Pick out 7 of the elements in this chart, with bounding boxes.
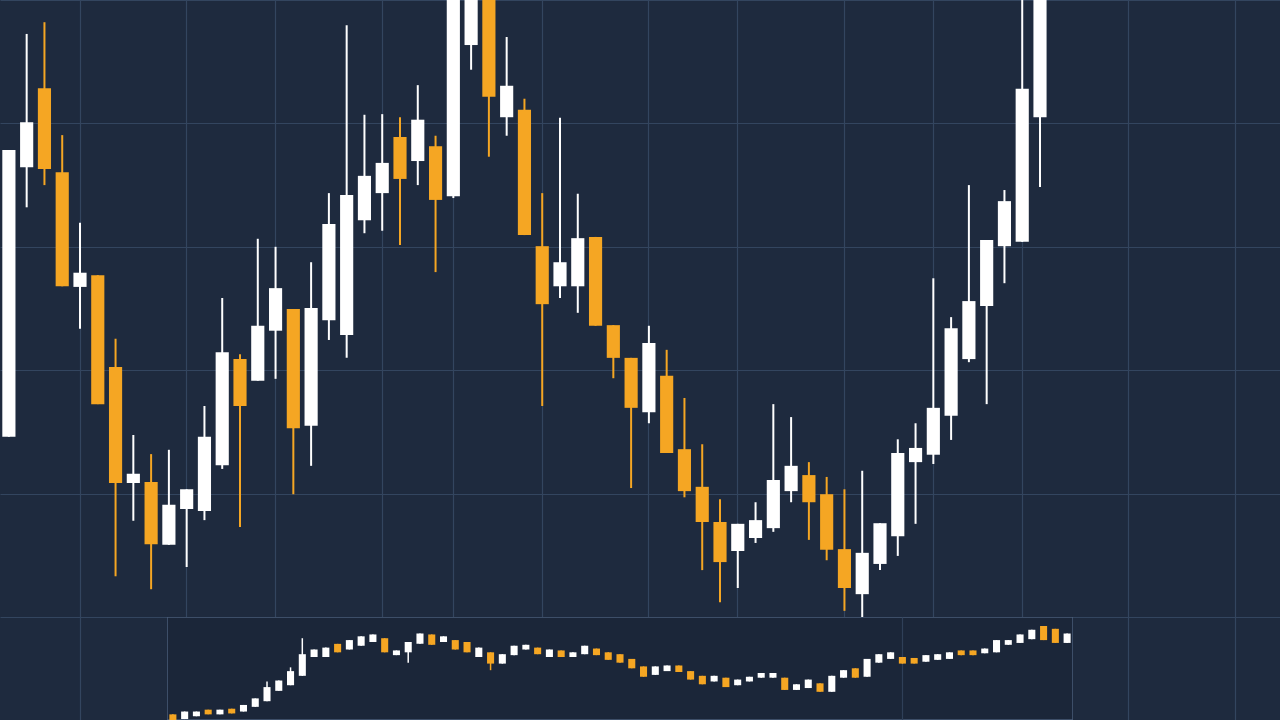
candlestick [73, 221, 87, 330]
candlestick [908, 422, 923, 525]
candlestick [748, 501, 763, 544]
candlestick [126, 433, 140, 522]
candlestick [180, 488, 194, 569]
candlestick [298, 637, 306, 677]
candlestick [553, 116, 567, 300]
